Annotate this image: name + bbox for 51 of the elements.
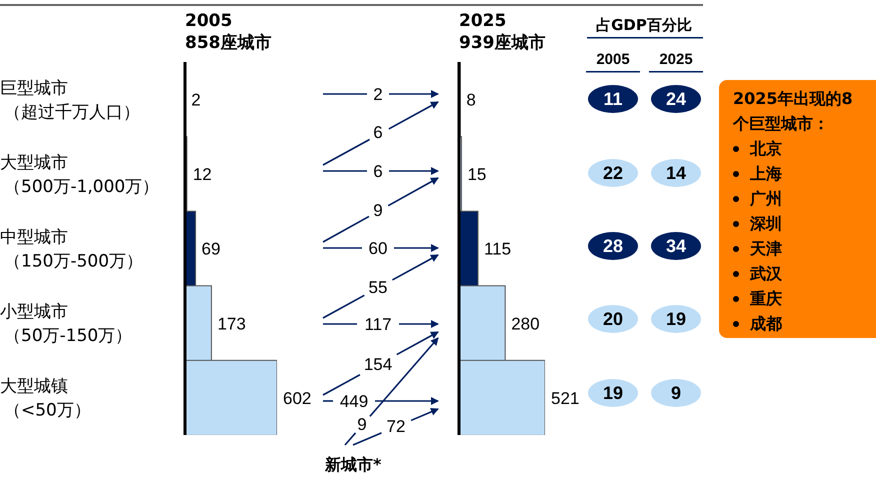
y-tick-label: 中型城市（150万-500万）: [0, 228, 144, 272]
text: 9: [373, 201, 383, 220]
y-tick-label: 巨型城市（超过千万人口）: [0, 78, 140, 122]
data-label: 20: [602, 309, 624, 329]
text: 72: [386, 417, 406, 436]
text: 60: [368, 239, 388, 258]
data-label: 173: [217, 314, 246, 334]
text: 117: [364, 315, 392, 334]
data-label: 12: [192, 165, 212, 184]
chart-title: 占GDP百分比: [596, 16, 692, 34]
text: 深圳: [750, 213, 782, 235]
text: 重庆: [750, 288, 782, 310]
data-label: 280: [511, 314, 540, 334]
text: 天津: [750, 238, 782, 260]
text: 上海: [750, 163, 782, 185]
text: 154: [364, 355, 392, 374]
chart-title: 2005 858座城市: [185, 10, 272, 54]
data-label: 2: [191, 90, 201, 110]
text: 55: [368, 278, 388, 297]
data-label: 602: [283, 388, 312, 408]
data-label: 9: [670, 383, 682, 403]
text: 2: [373, 85, 383, 104]
y-tick-label: 大型城镇（<50万）: [0, 376, 91, 421]
data-label: 11: [603, 89, 623, 109]
text: 北京: [750, 138, 782, 160]
chart-title: 2025 939座城市: [459, 10, 546, 54]
y-tick-label: 小型城市（50万-150万）: [0, 302, 132, 346]
data-label: 14: [666, 163, 686, 183]
data-label: 24: [666, 89, 686, 109]
text: 6: [373, 123, 383, 142]
data-label: 34: [666, 236, 686, 256]
text: 广州: [750, 188, 782, 210]
text: 新城市*: [324, 455, 382, 474]
text: 9: [357, 415, 367, 434]
data-label: 22: [602, 163, 624, 183]
text: 6: [373, 162, 383, 181]
data-label: 115: [484, 240, 512, 259]
data-label: 19: [666, 309, 686, 329]
y-tick-label: 大型城市（500万-1,000万）: [0, 152, 160, 197]
text: 449: [340, 392, 368, 411]
text: 2025年出现的8个巨型城市：: [733, 88, 854, 135]
data-label: 8: [466, 90, 476, 110]
data-label: 521: [551, 388, 580, 408]
data-label: 28: [602, 236, 624, 256]
x-tick-label: 2025: [659, 51, 693, 68]
data-label: 19: [602, 383, 624, 403]
x-tick-label: 2005: [596, 51, 630, 68]
data-label: 69: [202, 240, 220, 259]
data-label: 15: [467, 165, 486, 184]
text: 武汉: [750, 263, 782, 285]
text: 成都: [750, 313, 782, 335]
